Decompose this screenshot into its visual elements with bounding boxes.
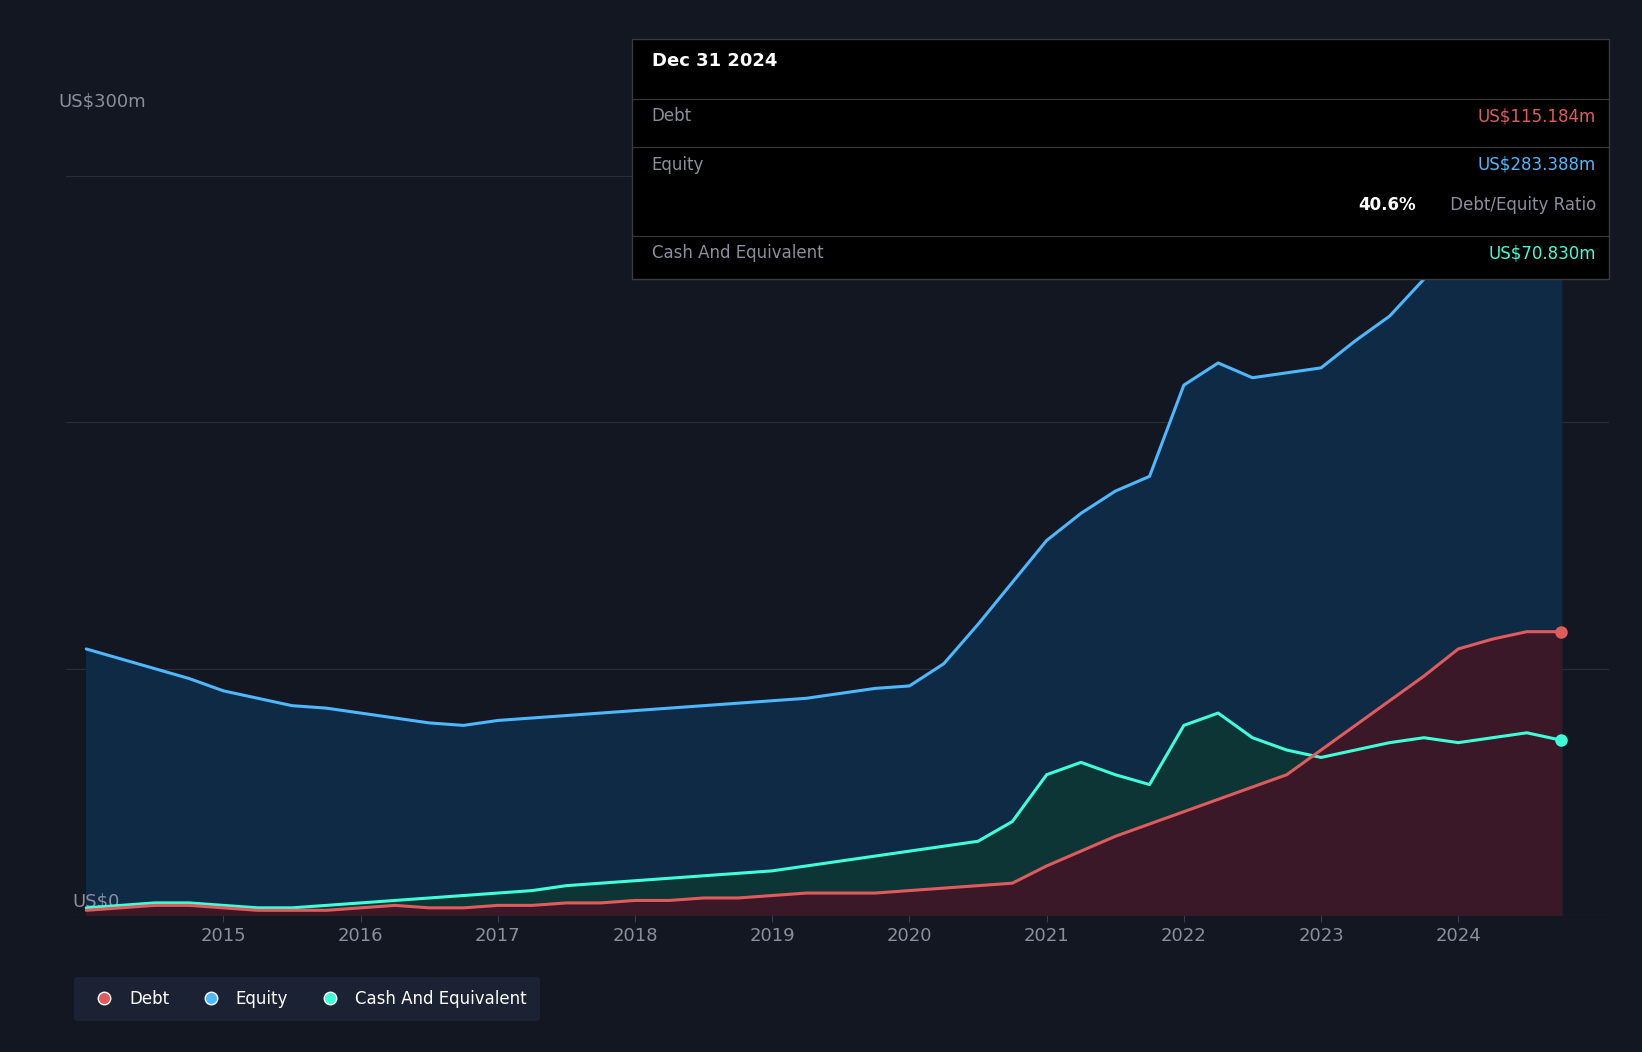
Text: US$115.184m: US$115.184m [1478,107,1596,125]
Text: Debt: Debt [652,107,691,125]
Text: US$0: US$0 [72,892,120,910]
Text: Equity: Equity [652,156,704,174]
Text: 40.6%: 40.6% [1358,196,1415,214]
Text: Dec 31 2024: Dec 31 2024 [652,52,777,69]
Text: US$300m: US$300m [57,93,146,110]
Text: US$283.388m: US$283.388m [1478,156,1596,174]
Text: US$70.830m: US$70.830m [1489,244,1596,262]
Text: Debt/Equity Ratio: Debt/Equity Ratio [1445,196,1596,214]
Legend: Debt, Equity, Cash And Equivalent: Debt, Equity, Cash And Equivalent [74,976,540,1021]
Text: Cash And Equivalent: Cash And Equivalent [652,244,824,262]
